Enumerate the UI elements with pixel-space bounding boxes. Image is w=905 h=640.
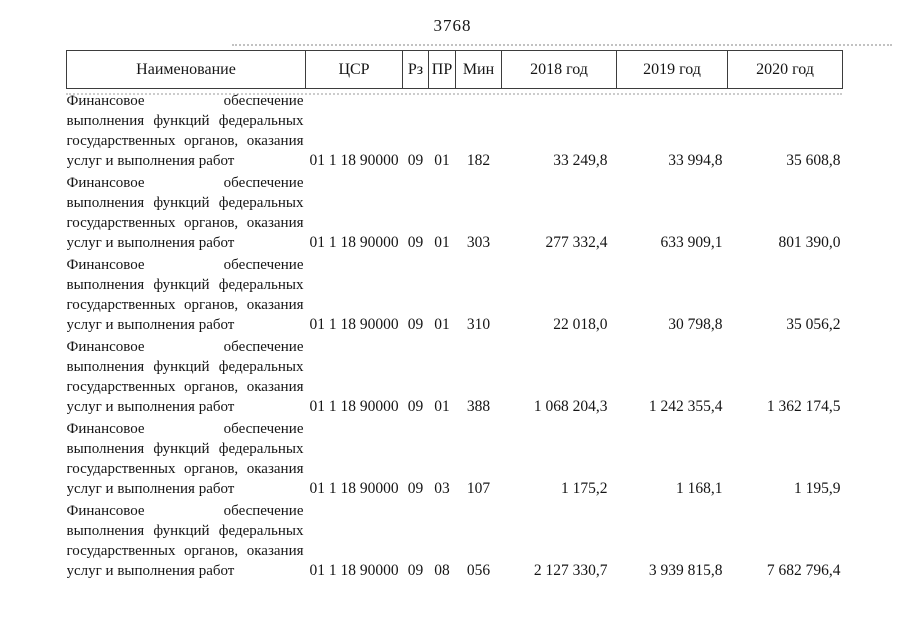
table-header-row: Наименование ЦСР Рз ПР Мин 2018 год 2019…: [66, 50, 843, 89]
row-2019-cell: 1 168,1: [676, 480, 723, 497]
header-csr: ЦСР: [305, 50, 403, 89]
row-pr-cell: 01: [434, 316, 450, 333]
table-row: Финансовое обеспечение выполнения функци…: [67, 417, 843, 499]
row-name-line: государственных органов, оказания: [66, 133, 304, 149]
row-2020-cell: 801 390,0: [778, 234, 841, 251]
row-name-cell: Финансовое обеспечение выполнения функци…: [67, 417, 306, 499]
row-2020-cell: 1 362 174,5: [766, 398, 841, 415]
table-row: Финансовое обеспечение выполнения функци…: [67, 89, 843, 172]
row-name-line: Финансовое обеспечение: [66, 503, 304, 519]
row-name-line: Финансовое обеспечение: [66, 421, 304, 437]
budget-allocations-table: Наименование ЦСР Рз ПР Мин 2018 год 2019…: [66, 50, 843, 581]
row-name-cell: Финансовое обеспечение выполнения функци…: [67, 89, 306, 172]
row-name-line: услуг и выполнения работ: [66, 563, 235, 579]
row-min-cell: 107: [466, 480, 491, 497]
header-rz: Рз: [402, 50, 429, 89]
row-rz-cell: 09: [407, 152, 424, 169]
row-2019-cell: 1 242 355,4: [648, 398, 723, 415]
row-name-line: Финансовое обеспечение: [66, 257, 304, 273]
table-row: Финансовое обеспечение выполнения функци…: [67, 335, 843, 417]
row-min-cell: 388: [466, 398, 491, 415]
table-row: Финансовое обеспечение выполнения функци…: [67, 171, 843, 253]
row-2018-cell: 277 332,4: [545, 234, 608, 251]
row-2018-cell: 2 127 330,7: [533, 562, 608, 579]
row-name-line: услуг и выполнения работ: [66, 317, 235, 333]
header-name: Наименование: [66, 50, 306, 89]
header-pr: ПР: [428, 50, 456, 89]
scan-artifact-line-below-header: [66, 93, 842, 95]
row-2019-cell: 3 939 815,8: [648, 562, 723, 579]
page-number: 3768: [433, 16, 472, 35]
row-rz-cell: 09: [407, 234, 424, 251]
row-pr-cell: 01: [434, 234, 450, 251]
row-name-line: государственных органов, оказания: [66, 379, 304, 395]
row-name-line: выполнения функций федеральных: [66, 359, 304, 375]
row-2019-cell: 33 994,8: [668, 152, 723, 169]
row-name-line: выполнения функций федеральных: [66, 195, 304, 211]
row-2018-cell: 33 249,8: [553, 152, 608, 169]
header-year-2020: 2020 год: [727, 50, 843, 89]
row-min-cell: 182: [466, 152, 491, 169]
row-name-cell: Финансовое обеспечение выполнения функци…: [67, 253, 306, 335]
row-min-cell: 310: [466, 316, 491, 333]
row-2018-cell: 1 175,2: [561, 480, 608, 497]
row-2018-cell: 22 018,0: [553, 316, 608, 333]
row-name-line: выполнения функций федеральных: [66, 113, 304, 129]
row-2020-cell: 35 608,8: [786, 152, 841, 169]
row-name-line: услуг и выполнения работ: [66, 399, 235, 415]
table-row: Финансовое обеспечение выполнения функци…: [67, 499, 843, 581]
row-name-line: Финансовое обеспечение: [66, 175, 304, 191]
header-min: Мин: [455, 50, 502, 89]
row-name-line: услуг и выполнения работ: [66, 153, 235, 169]
row-rz-cell: 09: [407, 480, 424, 497]
row-name-line: государственных органов, оказания: [66, 461, 304, 477]
row-csr-cell: 01 1 18 90000: [309, 480, 399, 497]
row-name-line: услуг и выполнения работ: [66, 235, 235, 251]
row-pr-cell: 08: [434, 562, 450, 579]
header-year-2019: 2019 год: [616, 50, 728, 89]
header-year-2018: 2018 год: [501, 50, 617, 89]
table-row: Финансовое обеспечение выполнения функци…: [67, 253, 843, 335]
row-name-line: выполнения функций федеральных: [66, 523, 304, 539]
row-pr-cell: 01: [434, 152, 450, 169]
row-name-line: государственных органов, оказания: [66, 543, 304, 559]
row-csr-cell: 01 1 18 90000: [309, 316, 399, 333]
row-name-line: государственных органов, оказания: [66, 297, 304, 313]
row-csr-cell: 01 1 18 90000: [309, 562, 399, 579]
row-pr-cell: 01: [434, 398, 450, 415]
row-name-line: государственных органов, оказания: [66, 215, 304, 231]
row-name-line: выполнения функций федеральных: [66, 441, 304, 457]
row-csr-cell: 01 1 18 90000: [309, 152, 399, 169]
scan-artifact-line-top: [232, 44, 892, 46]
row-2018-cell: 1 068 204,3: [533, 398, 608, 415]
row-csr-cell: 01 1 18 90000: [309, 398, 399, 415]
row-name-cell: Финансовое обеспечение выполнения функци…: [67, 335, 306, 417]
row-2020-cell: 35 056,2: [786, 316, 841, 333]
row-2020-cell: 7 682 796,4: [766, 562, 841, 579]
row-min-cell: 056: [466, 562, 491, 579]
row-name-line: Финансовое обеспечение: [66, 93, 304, 109]
row-rz-cell: 09: [407, 398, 424, 415]
row-rz-cell: 09: [407, 562, 424, 579]
row-name-line: выполнения функций федеральных: [66, 277, 304, 293]
row-name-line: услуг и выполнения работ: [66, 481, 235, 497]
row-name-line: Финансовое обеспечение: [66, 339, 304, 355]
row-2020-cell: 1 195,9: [794, 480, 841, 497]
row-min-cell: 303: [466, 234, 491, 251]
row-2019-cell: 30 798,8: [668, 316, 723, 333]
row-name-cell: Финансовое обеспечение выполнения функци…: [67, 499, 306, 581]
row-rz-cell: 09: [407, 316, 424, 333]
row-csr-cell: 01 1 18 90000: [309, 234, 399, 251]
row-name-cell: Финансовое обеспечение выполнения функци…: [67, 171, 306, 253]
row-pr-cell: 03: [434, 480, 450, 497]
row-2019-cell: 633 909,1: [660, 234, 723, 251]
